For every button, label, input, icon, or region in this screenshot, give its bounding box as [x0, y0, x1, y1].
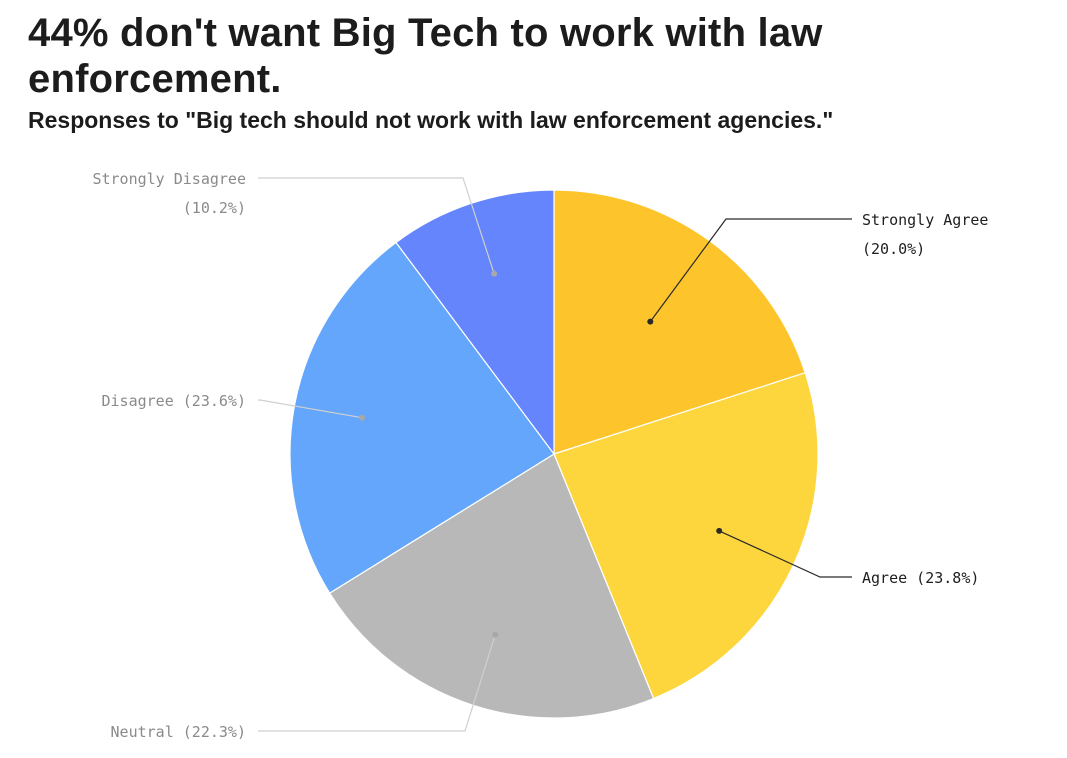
leader-dot-strongly-agree	[647, 318, 654, 325]
slice-label-neutral: Neutral (22.3%)	[111, 723, 246, 741]
slice-label-strongly-agree: Strongly Agree	[862, 211, 988, 229]
slice-label-strongly-disagree: Strongly Disagree	[92, 170, 246, 188]
leader-line-neutral	[258, 634, 496, 732]
leader-line-strongly-disagree	[258, 177, 495, 274]
slice-label-agree: Agree (23.8%)	[862, 569, 979, 587]
slice-value-strongly-disagree: (10.2%)	[183, 199, 246, 217]
leader-dot-strongly-disagree	[491, 270, 498, 277]
leader-dot-disagree	[359, 414, 365, 421]
leader-dot-neutral	[492, 631, 499, 638]
leader-dot-agree	[716, 527, 723, 534]
chart-subtitle: Responses to "Big tech should not work w…	[28, 107, 834, 133]
pie-slices	[289, 189, 819, 719]
slice-leaders	[258, 177, 852, 732]
slice-labels: Strongly Agree (20.0%) Agree (23.8%) Neutra…	[92, 170, 988, 741]
pie-slice-disagree	[289, 241, 555, 594]
chart-header: 44% don't want Big Tech to work with law…	[28, 10, 1048, 134]
slice-label-disagree: Disagree (23.6%)	[102, 392, 247, 410]
leader-line-agree	[718, 530, 852, 578]
pie-slice-neutral	[328, 453, 655, 719]
pie-slice-strongly-agree	[553, 189, 806, 455]
slice-value-strongly-agree: (20.0%)	[862, 240, 925, 258]
leader-line-strongly-agree	[649, 218, 852, 322]
chart-title: 44% don't want Big Tech to work with law…	[28, 11, 823, 101]
leader-line-disagree	[258, 399, 363, 419]
